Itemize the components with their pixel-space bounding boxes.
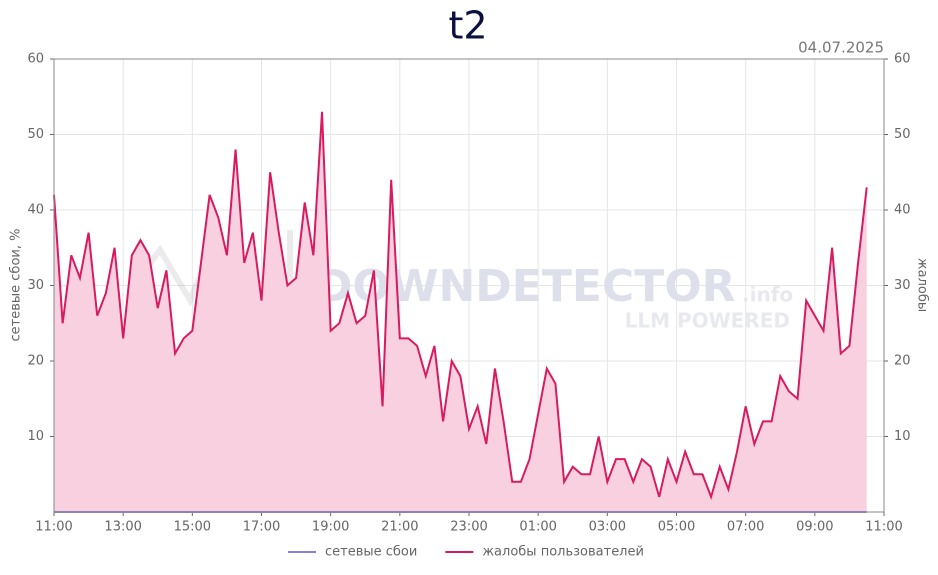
y2-tick-label: 20 — [894, 354, 911, 369]
x-tick-label: 05:00 — [658, 520, 695, 535]
x-tick-label: 23:00 — [450, 520, 487, 535]
x-tick-label: 09:00 — [796, 520, 833, 535]
y-tick-label: 10 — [27, 429, 44, 444]
y2-tick-label: 60 — [894, 52, 911, 67]
x-tick-label: 11:00 — [35, 520, 72, 535]
x-tick-label: 13:00 — [104, 520, 141, 535]
y2-tick-label: 10 — [894, 429, 911, 444]
y-tick-label: 20 — [27, 354, 44, 369]
area — [54, 111, 867, 512]
x-tick-label: 01:00 — [519, 520, 556, 535]
x-tick-label: 03:00 — [589, 520, 626, 535]
x-tick-label: 17:00 — [243, 520, 280, 535]
x-tick-label: 15:00 — [174, 520, 211, 535]
legend-label: жалобы пользователей — [482, 545, 644, 560]
watermark-sub: LLM POWERED — [625, 309, 790, 333]
chart-title: t2 — [448, 4, 487, 48]
y2-tick-label: 40 — [894, 203, 911, 218]
plot-frame — [53, 58, 885, 513]
y2-axis-label: жалобы — [915, 258, 930, 312]
x-tick-label: 11:00 — [865, 520, 902, 535]
legend-label: сетевые сбои — [325, 545, 417, 560]
y-tick-label: 40 — [27, 203, 44, 218]
y-axis-label: сетевые сбои, % — [9, 229, 24, 342]
series-line — [53, 111, 868, 501]
y2-tick-label: 50 — [894, 127, 911, 142]
watermark-suffix: .info — [742, 283, 793, 307]
x-tick-label: 21:00 — [381, 520, 418, 535]
date: 04.07.2025 — [798, 39, 884, 57]
x-tick-label: 19:00 — [312, 520, 349, 535]
y-tick-label: 60 — [27, 52, 44, 67]
y2-tick-label: 30 — [894, 278, 911, 293]
y-tick-label: 50 — [27, 127, 44, 142]
y-tick-label: 30 — [27, 278, 44, 293]
x-tick-label: 07:00 — [727, 520, 764, 535]
watermark: DOWNDETECTOR — [316, 261, 736, 312]
